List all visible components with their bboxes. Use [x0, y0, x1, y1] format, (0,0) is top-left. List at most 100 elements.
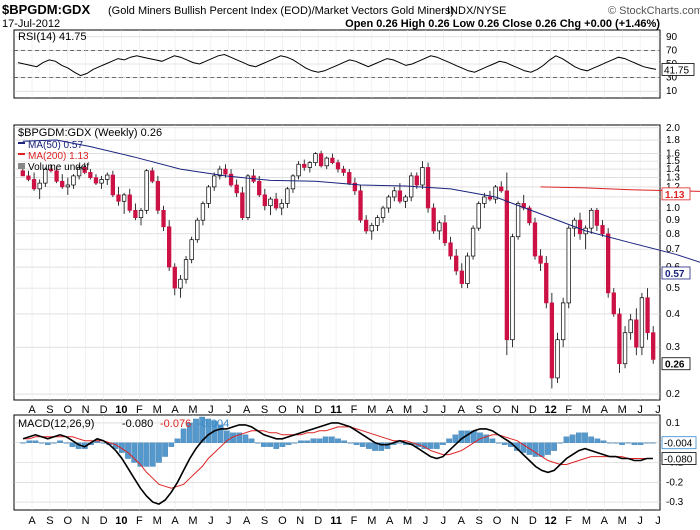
- candle-body: [318, 153, 324, 167]
- macd-histogram-bar: [57, 440, 63, 443]
- candle-body: [183, 259, 189, 280]
- macd-x-axis-label: J: [441, 515, 447, 527]
- macd-histogram-bar: [156, 442, 162, 463]
- x-axis-label: 10: [115, 404, 127, 416]
- macd-x-axis-label: N: [82, 515, 90, 527]
- x-axis-label: D: [529, 404, 537, 416]
- candle-body: [234, 184, 239, 194]
- price-tick-label: 1.0: [666, 203, 680, 214]
- macd-histogram-bar: [322, 436, 329, 443]
- macd-x-axis-label: M: [582, 515, 591, 527]
- macd-hist-value-label: -0.004: [664, 439, 693, 450]
- x-axis-label: A: [458, 404, 466, 416]
- price-legend: $BPGDM:GDX (Weekly) 0.26: [18, 127, 162, 139]
- macd-histogram-bar: [174, 438, 181, 443]
- candle-body: [285, 188, 290, 204]
- candle-body: [341, 168, 346, 173]
- macd-x-axis-label: A: [171, 515, 179, 527]
- macd-histogram-bar: [44, 442, 51, 445]
- candle-body: [296, 163, 301, 177]
- candle-body: [262, 194, 267, 207]
- candle-body: [363, 219, 369, 232]
- macd-histogram-bar: [236, 432, 243, 443]
- macd-tick-label: 0.1: [666, 418, 680, 429]
- macd-x-axis-label: M: [188, 515, 197, 527]
- macd-histogram-bar: [224, 430, 230, 443]
- candle-body: [622, 332, 628, 365]
- macd-x-axis-label: J: [226, 515, 232, 527]
- candle-body: [20, 170, 25, 177]
- ma200-legend: MA(200) 1.13: [28, 151, 89, 162]
- macd-histogram-bar: [631, 442, 638, 445]
- candle-body: [431, 207, 436, 232]
- macd-x-axis-label: 10: [115, 515, 127, 527]
- candle-body: [527, 207, 532, 224]
- candle-body: [268, 198, 273, 207]
- macd-histogram-bar: [248, 438, 255, 443]
- macd-histogram-bar: [242, 434, 249, 443]
- x-axis-label: M: [618, 404, 627, 416]
- x-axis-label: 12: [545, 404, 557, 416]
- x-axis-label: D: [314, 404, 322, 416]
- candle-body: [628, 319, 633, 334]
- macd-histogram-bar: [51, 442, 57, 444]
- x-axis-label: O: [278, 404, 287, 416]
- chart-date: 17-Jul-2012: [2, 18, 60, 30]
- macd-x-axis-label: 12: [545, 515, 557, 527]
- x-axis-label: M: [403, 404, 412, 416]
- macd-histogram-bar: [619, 442, 625, 445]
- macd-histogram-bar: [489, 438, 496, 443]
- macd-histogram-bar: [291, 442, 298, 444]
- macd-histogram-bar: [69, 442, 76, 447]
- macd-histogram-bar: [569, 434, 576, 443]
- ma50-value-label: 0.57: [665, 269, 685, 280]
- rsi-grid: [14, 30, 660, 98]
- macd-x-axis-label: N: [296, 515, 304, 527]
- macd-histogram-bar: [143, 442, 150, 467]
- macd-legend-signal: -0.076: [160, 418, 191, 430]
- candle-body: [82, 167, 87, 173]
- candle-body: [397, 190, 403, 202]
- ma200-legend-swatch: [18, 153, 25, 155]
- macd-histogram-bar: [563, 436, 570, 443]
- macd-histogram-bar: [532, 442, 539, 457]
- macd-histogram-bar: [384, 442, 391, 449]
- candle-body: [37, 182, 42, 190]
- candle-body: [403, 196, 408, 202]
- candle-body: [470, 227, 476, 257]
- macd-x-axis-label: N: [511, 515, 519, 527]
- x-axis-label: J: [226, 404, 232, 416]
- x-axis-label: J: [441, 404, 447, 416]
- candle-body: [380, 207, 386, 218]
- macd-histogram-bar: [378, 442, 385, 451]
- macd-x-axis-label: J: [637, 515, 643, 527]
- candle-body: [88, 172, 93, 179]
- macd-x-axis-label: A: [386, 515, 394, 527]
- candle-body: [212, 175, 217, 188]
- candle-body: [454, 255, 459, 272]
- candle-body: [611, 292, 616, 315]
- macd-histogram-bar: [396, 442, 403, 444]
- x-axis-label: 11: [330, 404, 342, 416]
- x-axis-label: M: [367, 404, 376, 416]
- candle-body: [600, 225, 605, 235]
- candle-body: [189, 239, 194, 260]
- candle-body: [313, 153, 318, 164]
- candle-body: [31, 179, 37, 190]
- macd-histogram-bar: [285, 442, 292, 445]
- candle-body: [572, 219, 577, 229]
- volume-legend-swatch: [18, 163, 25, 169]
- price-tick-label: 1.8: [666, 135, 680, 146]
- candle-body: [133, 209, 138, 218]
- macd-histogram-bar: [427, 442, 434, 449]
- macd-x-axis-label: M: [403, 515, 412, 527]
- x-axis-label: A: [601, 404, 609, 416]
- price-tick-label: 1.4: [666, 164, 680, 175]
- macd-histogram-bar: [180, 428, 187, 443]
- candle-body: [245, 175, 251, 218]
- candle-body: [617, 313, 622, 365]
- x-axis-label: F: [136, 404, 143, 416]
- price-tick-label: 1.3: [666, 173, 680, 184]
- candle-body: [459, 270, 464, 284]
